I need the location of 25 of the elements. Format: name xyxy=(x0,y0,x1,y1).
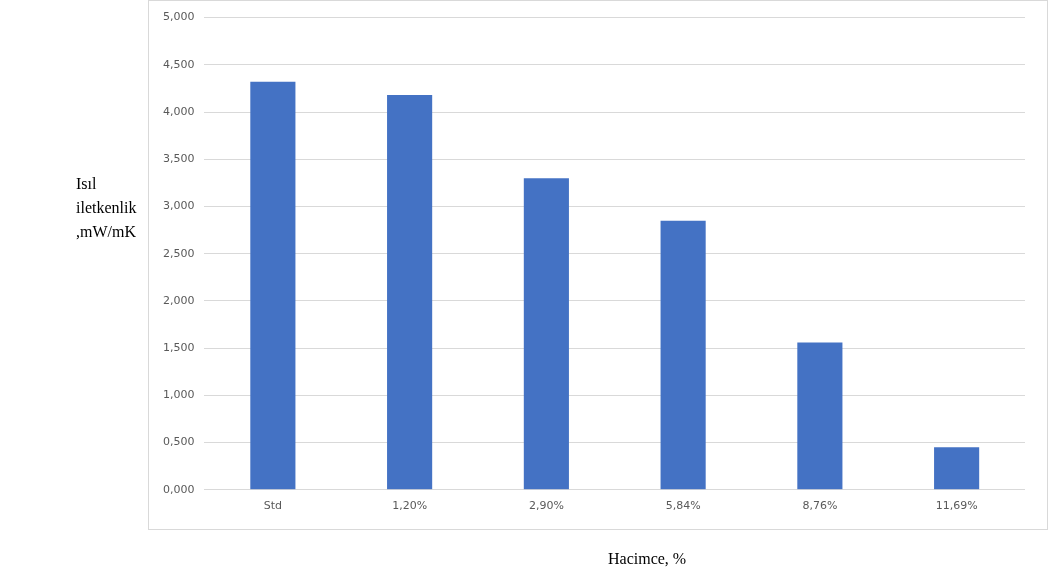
y-tick-label: 3,000 xyxy=(162,199,195,213)
y-tick-label: 2,500 xyxy=(162,246,195,260)
y-tick-label: 4,000 xyxy=(162,104,195,118)
x-tick-label: 2,90% xyxy=(528,499,564,513)
x-tick-label: 1,20% xyxy=(392,499,428,513)
bar xyxy=(523,178,569,490)
y-tick-label: 3,500 xyxy=(162,152,195,166)
y-tick-label: 1,500 xyxy=(162,341,195,354)
y-tick-label: 4,500 xyxy=(162,57,195,71)
bar xyxy=(934,447,980,490)
x-tick-label: 8,76% xyxy=(802,499,838,513)
x-axis-title: Hacimce, % xyxy=(608,550,687,568)
y-tick-label: 2,000 xyxy=(162,293,195,307)
y-axis-title: Isıl iletkenlik ,mW/mK xyxy=(76,174,138,242)
bar xyxy=(797,342,843,490)
y-tick-label: 0,500 xyxy=(162,435,195,449)
y-tick-label: 0,000 xyxy=(162,482,195,496)
x-tick-label: 5,84% xyxy=(665,499,701,513)
bar xyxy=(660,220,706,490)
y-tick-label: 5,000 xyxy=(162,10,195,24)
y-tick-label: 1,000 xyxy=(162,388,195,402)
x-tick-label: 11,69% xyxy=(935,499,978,513)
bar xyxy=(250,81,296,490)
bar xyxy=(387,95,433,490)
x-tick-label: Std xyxy=(263,499,283,513)
